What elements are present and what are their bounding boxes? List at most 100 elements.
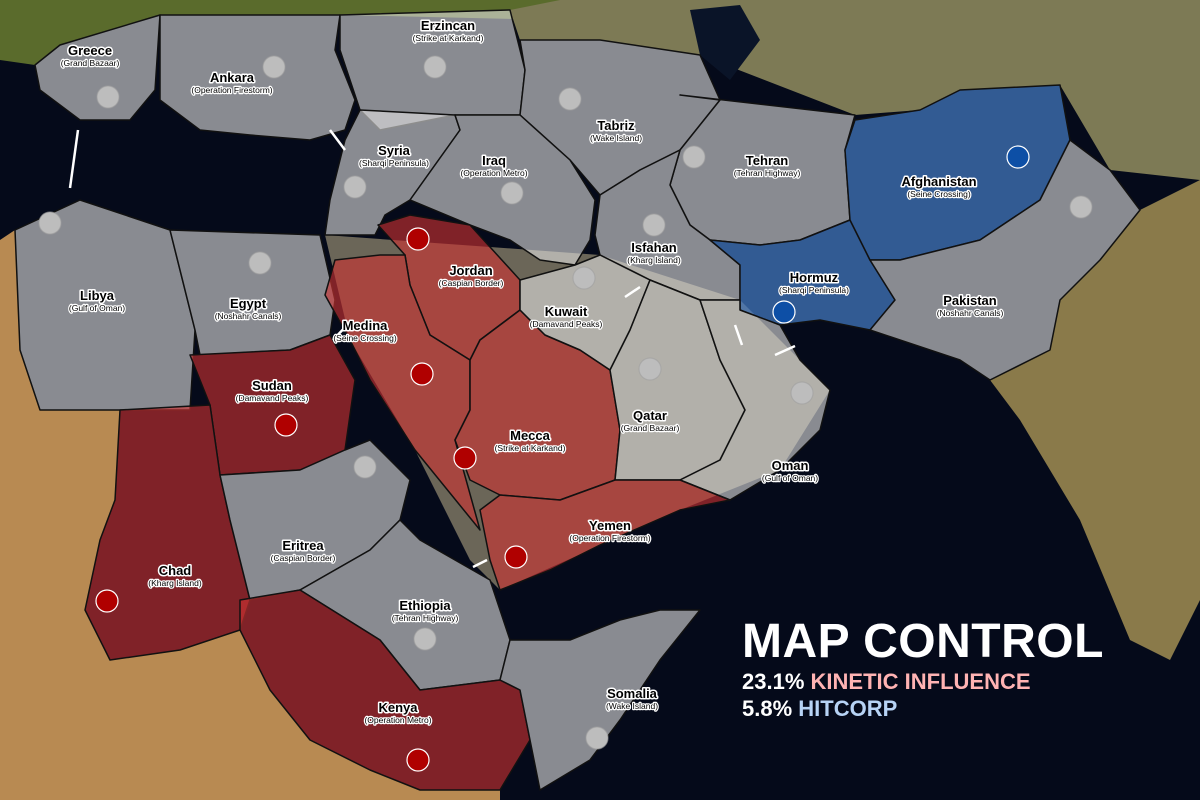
region-name-chad: Chad <box>159 563 192 578</box>
region-map-jordan: (Caspian Border) <box>439 278 504 288</box>
control-point-neutral-icon[interactable] <box>642 213 666 237</box>
sea-connector-line <box>332 321 351 341</box>
region-name-ankara: Ankara <box>210 70 255 85</box>
region-name-afghanistan: Afghanistan <box>901 174 976 189</box>
region-name-syria: Syria <box>378 143 411 158</box>
region-oman[interactable] <box>679 299 831 501</box>
region-greece[interactable] <box>34 14 161 121</box>
region-map-syria: (Sharqi Peninsula) <box>359 158 429 168</box>
region-map-sudan: (Damavand Peaks) <box>236 393 309 403</box>
regions-layer <box>14 9 1141 791</box>
region-somalia[interactable] <box>499 609 701 791</box>
region-map-somalia: (Wake Island) <box>606 701 658 711</box>
region-name-kuwait: Kuwait <box>545 304 588 319</box>
region-name-kenya: Kenya <box>378 700 418 715</box>
region-map-eritrea: (Caspian Border) <box>271 553 336 563</box>
sea-connector-line <box>472 558 488 569</box>
region-map-afghanistan: (Seine Crossing) <box>907 189 970 199</box>
region-name-sudan: Sudan <box>252 378 292 393</box>
sea-connector-line <box>624 285 641 299</box>
region-name-isfahan: Isfahan <box>631 240 677 255</box>
region-map-hormuz: (Sharqi Peninsula) <box>779 285 849 295</box>
faction-percent: 23.1% <box>742 669 805 694</box>
region-name-medina: Medina <box>343 318 389 333</box>
region-name-erzincan: Erzincan <box>421 18 475 33</box>
region-map-chad: (Kharg Island) <box>148 578 202 588</box>
region-name-hormuz: Hormuz <box>790 270 839 285</box>
region-map-iraq: (Operation Metro) <box>460 168 527 178</box>
region-map-ethiopia: (Tehran Highway) <box>392 613 459 623</box>
region-name-egypt: Egypt <box>230 296 267 311</box>
region-name-oman: Oman <box>772 458 809 473</box>
markers-layer <box>38 55 1093 772</box>
region-map-qatar: (Grand Bazaar) <box>621 423 680 433</box>
region-ankara[interactable] <box>159 14 356 141</box>
control-point-neutral-icon[interactable] <box>558 87 582 111</box>
control-point-kinetic-icon[interactable] <box>274 413 298 437</box>
legend-faction-kinetic: 23.1% KINETIC INFLUENCE <box>742 668 1104 695</box>
control-point-kinetic-icon[interactable] <box>95 589 119 613</box>
region-name-qatar: Qatar <box>633 408 667 423</box>
control-point-kinetic-icon[interactable] <box>406 227 430 251</box>
sea-connector-line <box>68 129 80 189</box>
control-point-kinetic-icon[interactable] <box>504 545 528 569</box>
region-map-egypt: (Noshahr Canals) <box>215 311 282 321</box>
region-name-iraq: Iraq <box>482 153 506 168</box>
region-name-greece: Greece <box>68 43 112 58</box>
control-point-neutral-icon[interactable] <box>585 726 609 750</box>
control-point-kinetic-icon[interactable] <box>410 362 434 386</box>
caspian-sea <box>690 5 760 80</box>
control-point-hitcorp-icon[interactable] <box>1006 145 1030 169</box>
control-point-neutral-icon[interactable] <box>790 381 814 405</box>
faction-name: HITCORP <box>798 696 898 721</box>
region-name-jordan: Jordan <box>449 263 492 278</box>
control-point-neutral-icon[interactable] <box>500 181 524 205</box>
control-point-neutral-icon[interactable] <box>343 175 367 199</box>
region-map-tehran: (Tehran Highway) <box>734 168 801 178</box>
region-map-yemen: (Operation Firestorm) <box>569 533 650 543</box>
control-point-neutral-icon[interactable] <box>353 455 377 479</box>
legend-title: MAP CONTROL <box>742 615 1104 668</box>
faction-percent: 5.8% <box>742 696 793 721</box>
region-map-greece: (Grand Bazaar) <box>61 58 120 68</box>
control-point-neutral-icon[interactable] <box>262 55 286 79</box>
region-kenya[interactable] <box>239 589 531 791</box>
connector-lines <box>68 129 796 569</box>
faction-name: KINETIC INFLUENCE <box>810 669 1031 694</box>
region-map-erzincan: (Strike at Karkand) <box>413 33 484 43</box>
region-name-mecca: Mecca <box>510 428 551 443</box>
legend-faction-hitcorp: 5.8% HITCORP <box>742 695 1104 722</box>
region-map-oman: (Gulf of Oman) <box>762 473 818 483</box>
control-point-neutral-icon[interactable] <box>38 211 62 235</box>
central-asia-land <box>510 0 1200 180</box>
region-map-libya: (Gulf of Oman) <box>69 303 125 313</box>
region-name-pakistan: Pakistan <box>943 293 997 308</box>
africa-land <box>0 230 500 800</box>
region-chad[interactable] <box>84 404 251 661</box>
control-point-neutral-icon[interactable] <box>248 251 272 275</box>
region-name-tabriz: Tabriz <box>597 118 635 133</box>
region-map-medina: (Seine Crossing) <box>333 333 396 343</box>
sea-connector-line <box>329 129 346 151</box>
control-point-neutral-icon[interactable] <box>96 85 120 109</box>
control-point-neutral-icon[interactable] <box>682 145 706 169</box>
region-map-isfahan: (Kharg Island) <box>627 255 681 265</box>
region-map-pakistan: (Noshahr Canals) <box>937 308 1004 318</box>
region-name-ethiopia: Ethiopia <box>399 598 451 613</box>
control-point-hitcorp-icon[interactable] <box>772 300 796 324</box>
map-control-legend: MAP CONTROL 23.1% KINETIC INFLUENCE 5.8%… <box>742 616 1104 722</box>
control-point-neutral-icon[interactable] <box>572 266 596 290</box>
labels-layer: Greece(Grand Bazaar)Ankara(Operation Fir… <box>59 17 1004 727</box>
region-map-tabriz: (Wake Island) <box>590 133 642 143</box>
region-map-mecca: (Strike at Karkand) <box>495 443 566 453</box>
india-land <box>990 180 1200 660</box>
control-point-neutral-icon[interactable] <box>638 357 662 381</box>
control-point-neutral-icon[interactable] <box>1069 195 1093 219</box>
control-point-neutral-icon[interactable] <box>413 627 437 651</box>
sea-connector-line <box>774 344 796 357</box>
control-point-kinetic-icon[interactable] <box>406 748 430 772</box>
region-yemen[interactable] <box>479 479 731 591</box>
control-point-kinetic-icon[interactable] <box>453 446 477 470</box>
control-point-neutral-icon[interactable] <box>423 55 447 79</box>
